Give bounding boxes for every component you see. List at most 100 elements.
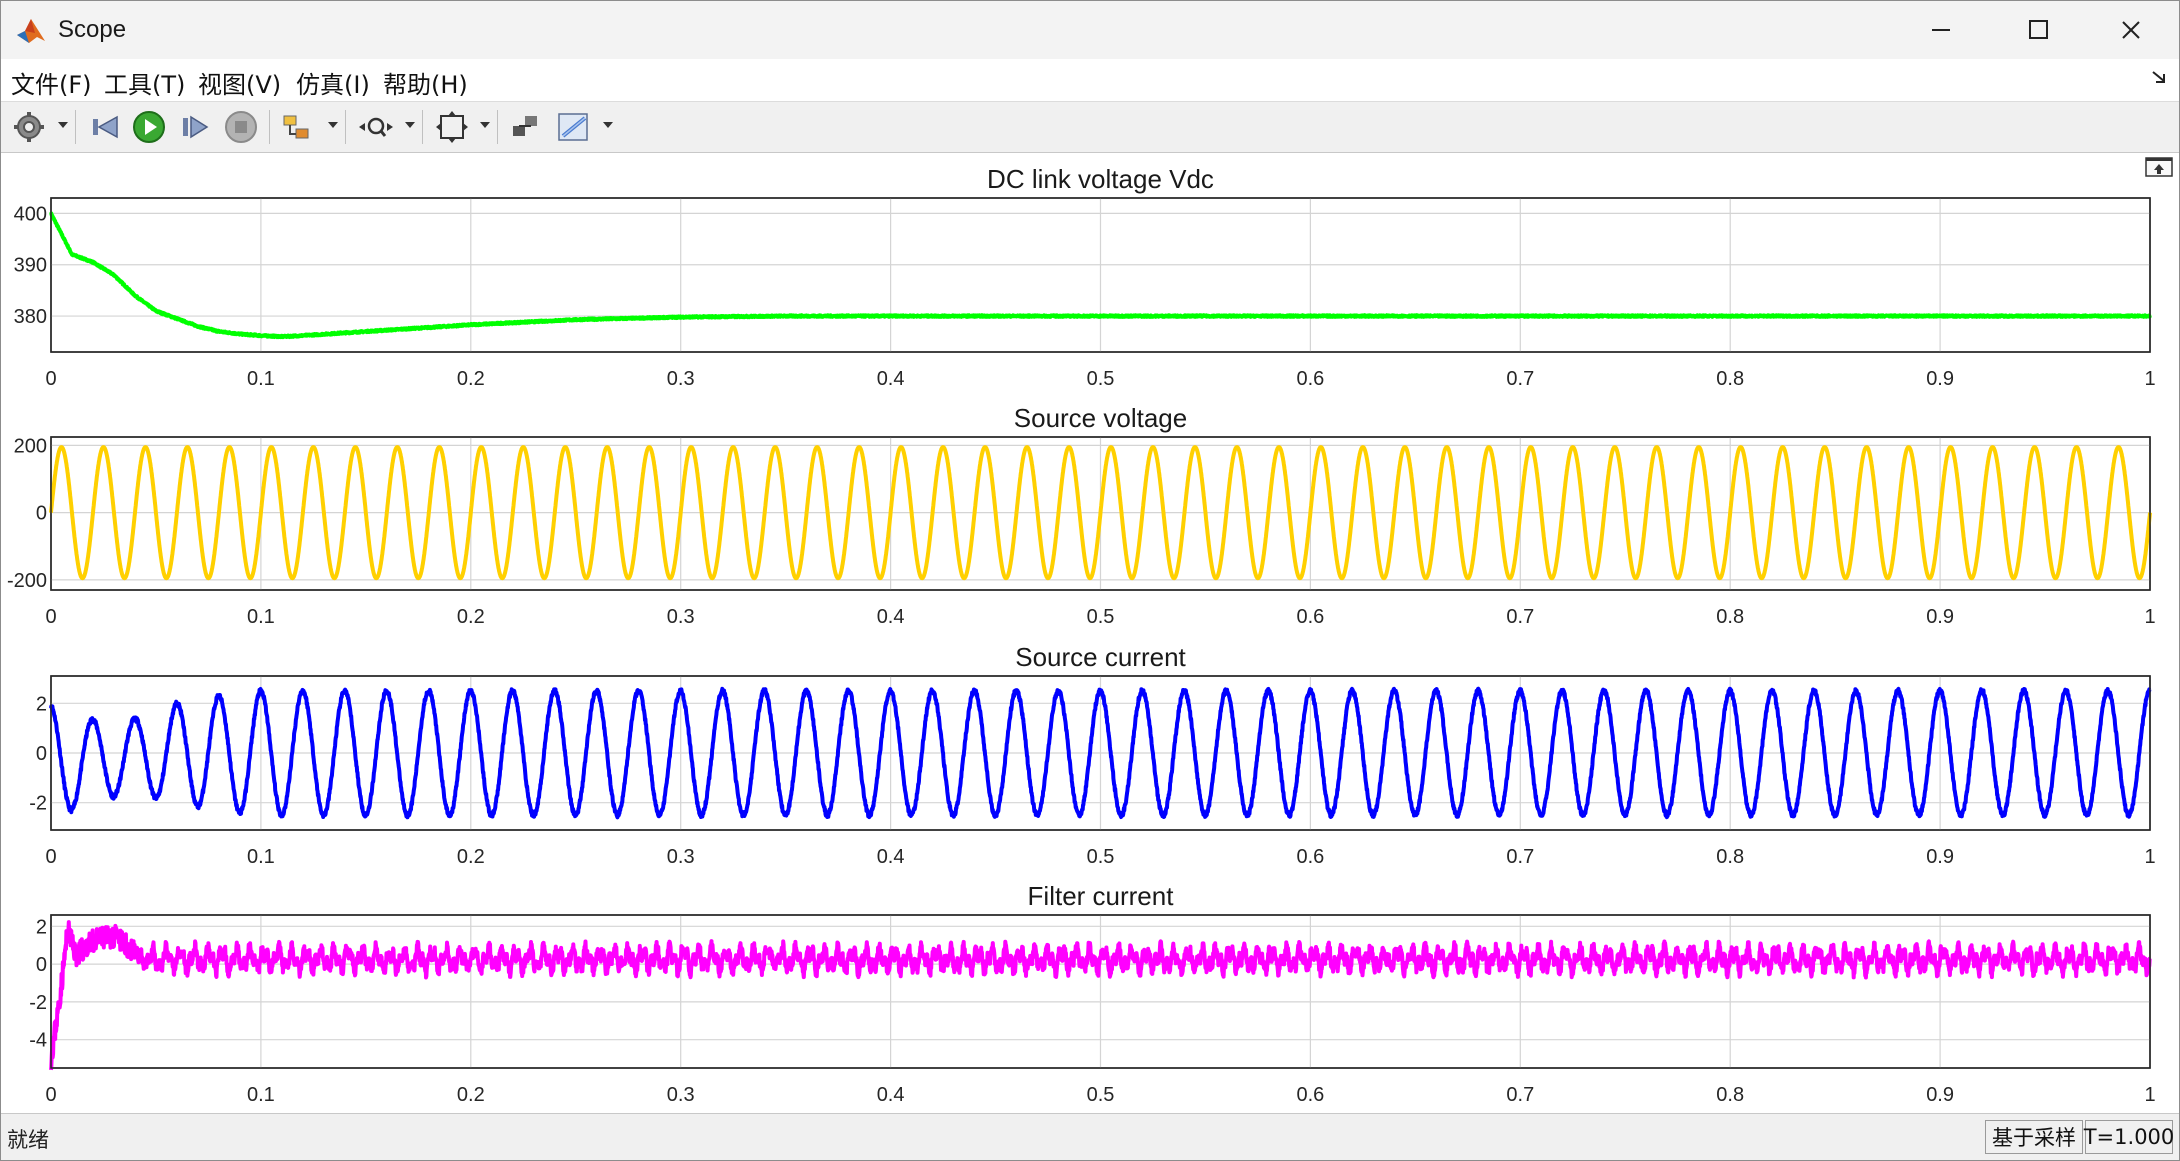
minimize-button[interactable] xyxy=(1896,1,1986,59)
step-forward-icon xyxy=(183,115,209,139)
menu-simulation[interactable]: 仿真(I) xyxy=(296,71,370,99)
stop-icon xyxy=(225,111,257,143)
gear-icon xyxy=(14,112,44,142)
window-title: Scope xyxy=(58,16,127,43)
settings-dropdown-icon[interactable] xyxy=(58,122,68,128)
title-bar: Scope xyxy=(1,1,2179,59)
x-tick-label: 0.5 xyxy=(1087,846,1115,868)
close-button[interactable] xyxy=(2086,1,2176,59)
x-tick-label: 0.4 xyxy=(877,846,905,868)
x-tick-label: 1 xyxy=(2144,606,2155,628)
maximize-button[interactable] xyxy=(1994,1,2084,59)
toolbar-separator xyxy=(269,110,270,144)
y-tick-label: -2 xyxy=(29,793,47,815)
measure-dropdown-icon[interactable] xyxy=(603,122,613,128)
x-tick-label: 0.6 xyxy=(1296,368,1324,390)
menu-view[interactable]: 视图(V) xyxy=(198,71,282,99)
x-tick-label: 0.2 xyxy=(457,1084,485,1106)
sim-time: T=1.000 xyxy=(2084,1120,2174,1154)
toolbar-separator xyxy=(75,110,76,144)
autoscale-button[interactable] xyxy=(433,108,471,146)
x-tick-label: 0 xyxy=(45,846,56,868)
x-tick-label: 1 xyxy=(2144,1084,2155,1106)
status-bar: 就绪 基于采样 T=1.000 xyxy=(1,1113,2179,1160)
highlight-block-icon xyxy=(513,116,537,136)
x-tick-label: 0.7 xyxy=(1506,368,1534,390)
x-tick-label: 0 xyxy=(45,368,56,390)
undock-icon[interactable] xyxy=(2145,157,2173,177)
y-tick-label: -4 xyxy=(29,1030,47,1052)
y-tick-label: 0 xyxy=(36,954,47,976)
dock-arrow-icon[interactable] xyxy=(2151,69,2169,87)
measure-button[interactable] xyxy=(555,108,595,146)
autoscale-icon xyxy=(436,111,468,143)
measure-icon xyxy=(558,113,588,141)
x-tick-label: 0 xyxy=(45,1084,56,1106)
axes-frame xyxy=(50,675,2151,831)
x-tick-label: 0.7 xyxy=(1506,1084,1534,1106)
y-tick-label: -2 xyxy=(29,992,47,1014)
signal-line xyxy=(49,211,2152,340)
scope-panel-1: 0 0.1 0.2 0.3 0.4 0.5 0.6 0.7 0.8 0.9 1 380 390 400 DC… xyxy=(14,164,2156,390)
block-select-button[interactable] xyxy=(279,108,317,146)
sampling-mode: 基于采样 xyxy=(1985,1120,2083,1154)
x-tick-label: 0.4 xyxy=(877,606,905,628)
x-tick-label: 0.3 xyxy=(667,606,695,628)
menu-tools[interactable]: 工具(T) xyxy=(104,71,186,99)
x-tick-label: 0.9 xyxy=(1926,846,1954,868)
y-tick-label: 0 xyxy=(36,743,47,765)
run-button[interactable] xyxy=(131,108,167,146)
y-tick-label: 2 xyxy=(36,916,47,938)
x-tick-label: 0.2 xyxy=(457,606,485,628)
highlight-block-button[interactable] xyxy=(507,108,545,146)
x-tick-label: 1 xyxy=(2144,368,2155,390)
step-forward-button[interactable] xyxy=(177,108,213,146)
x-tick-label: 0.8 xyxy=(1716,846,1744,868)
matlab-logo-icon xyxy=(17,19,45,43)
toolbar-separator xyxy=(345,110,346,144)
plot-title: Filter current xyxy=(1028,881,1175,911)
menu-bar: 文件(F) 工具(T) 视图(V) 仿真(I) 帮助(H) xyxy=(1,59,2179,102)
close-icon xyxy=(2122,21,2140,39)
menu-file[interactable]: 文件(F) xyxy=(11,71,92,99)
y-tick-label: 0 xyxy=(36,503,47,525)
stop-button[interactable] xyxy=(223,108,259,146)
y-tick-label: 380 xyxy=(14,306,47,328)
x-tick-label: 0.4 xyxy=(877,368,905,390)
axes-frame xyxy=(50,197,2151,353)
x-tick-label: 0.1 xyxy=(247,1084,275,1106)
y-tick-label: 390 xyxy=(14,255,47,277)
x-tick-label: 0.5 xyxy=(1087,368,1115,390)
x-tick-label: 0.8 xyxy=(1716,1084,1744,1106)
toolbar-separator xyxy=(422,110,423,144)
block-select-dropdown-icon[interactable] xyxy=(328,122,338,128)
x-tick-label: 0.6 xyxy=(1296,846,1324,868)
maximize-icon xyxy=(2029,20,2048,39)
menu-help[interactable]: 帮助(H) xyxy=(383,71,468,99)
x-tick-label: 0.5 xyxy=(1087,1084,1115,1106)
x-tick-label: 0.7 xyxy=(1506,606,1534,628)
run-icon xyxy=(133,111,165,143)
step-back-button[interactable] xyxy=(87,108,123,146)
x-tick-label: 0.1 xyxy=(247,606,275,628)
scope-panel-3: 0 0.1 0.2 0.3 0.4 0.5 0.6 0.7 0.8 0.9 1 -2 0 2 Source … xyxy=(29,642,2155,868)
zoom-button[interactable] xyxy=(356,108,396,146)
scope-panel-2: 0 0.1 0.2 0.3 0.4 0.5 0.6 0.7 0.8 0.9 1 -200 0 200 Sou… xyxy=(7,403,2156,628)
y-tick-label: 200 xyxy=(14,435,47,457)
autoscale-dropdown-icon[interactable] xyxy=(480,122,490,128)
toolbar-separator xyxy=(497,110,498,144)
x-tick-label: 0.4 xyxy=(877,1084,905,1106)
step-back-icon xyxy=(93,115,118,139)
y-tick-label: -200 xyxy=(7,570,47,592)
x-tick-label: 0.9 xyxy=(1926,1084,1954,1106)
x-tick-label: 0.2 xyxy=(457,368,485,390)
zoom-dropdown-icon[interactable] xyxy=(405,122,415,128)
scope-panel-4: 0 0.1 0.2 0.3 0.4 0.5 0.6 0.7 0.8 0.9 1 -4 -2 0 2 Filte… xyxy=(29,881,2155,1106)
x-tick-label: 0.5 xyxy=(1087,606,1115,628)
x-tick-label: 0.3 xyxy=(667,368,695,390)
x-tick-label: 1 xyxy=(2144,846,2155,868)
zoom-icon xyxy=(359,117,393,137)
x-tick-label: 0.3 xyxy=(667,1084,695,1106)
settings-button[interactable] xyxy=(11,108,47,146)
